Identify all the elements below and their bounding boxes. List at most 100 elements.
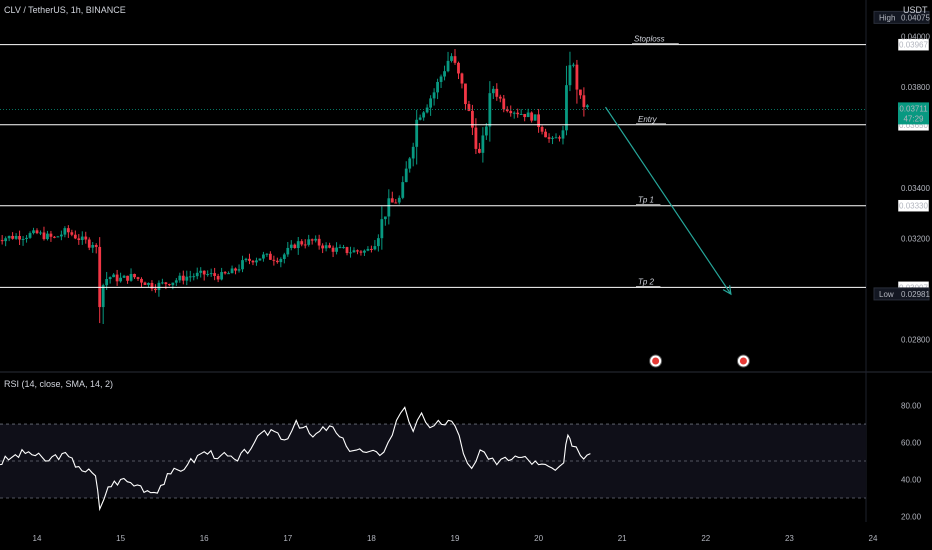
candle-body-8 [21, 238, 25, 240]
rsi-tick-3: 20.00 [901, 512, 922, 521]
low-tag [873, 287, 930, 301]
level-label-stoploss: Stoploss [634, 35, 665, 44]
candle-body-143 [491, 88, 495, 94]
candle-body-31 [101, 285, 105, 308]
event-markers[interactable] [649, 354, 750, 368]
candle-body-104 [356, 250, 359, 252]
candle-body-122 [418, 117, 422, 120]
candle-body-121 [415, 119, 419, 147]
level-price-text-entry: 0.03650 [899, 121, 928, 130]
candle-body-119 [408, 158, 412, 169]
current-price-value: 0.03711 [899, 104, 928, 113]
candle-body-30 [98, 246, 102, 308]
candle-body-61 [206, 274, 210, 276]
candle-body-63 [213, 273, 217, 276]
candle-body-10 [28, 233, 32, 238]
candle-body-112 [383, 216, 387, 220]
candle-body-26 [84, 236, 88, 240]
candle-body-42 [140, 278, 143, 283]
candle-body-43 [143, 282, 147, 285]
level-price-tag-tp-1 [897, 199, 930, 212]
rsi-tick-2: 40.00 [901, 475, 922, 484]
candle-body-57 [192, 276, 196, 278]
candle-body-19 [59, 234, 63, 237]
candle-body-161 [554, 137, 558, 139]
candle-body-126 [432, 92, 436, 99]
time-tick-19: 19 [451, 534, 460, 543]
candle-body-49 [164, 282, 168, 285]
candle-body-80 [272, 259, 276, 261]
candle-body-107 [366, 248, 370, 251]
time-axis[interactable]: 14 15 16 17 18 19 20 21 22 23 24 [33, 534, 878, 543]
time-tick-20: 20 [534, 534, 543, 543]
candle-body-64 [216, 275, 220, 280]
candle-body-167 [575, 64, 579, 90]
candle-body-11 [32, 230, 35, 234]
candle-body-137 [471, 110, 474, 128]
candle-body-105 [359, 251, 363, 253]
candle-body-4 [7, 235, 11, 239]
rsi-tick-0: 80.00 [901, 402, 922, 411]
candle-body-128 [439, 76, 443, 82]
candle-body-158 [544, 131, 547, 138]
candle-body-52 [174, 280, 178, 283]
candle-body-77 [262, 254, 265, 259]
candle-body-68 [230, 268, 234, 274]
rsi-axis[interactable]: 80.00 60.00 40.00 20.00 [901, 402, 922, 522]
candle-body-65 [220, 272, 224, 280]
time-tick-17: 17 [283, 534, 292, 543]
rsi-series [0, 406, 591, 512]
candle-body-98 [335, 247, 338, 252]
time-tick-21: 21 [618, 534, 627, 543]
candle-body-170 [585, 105, 589, 108]
rsi-band [0, 423, 866, 499]
candle-body-78 [265, 253, 269, 255]
price-axis[interactable]: 0.02800 0.03200 0.03400 0.03800 0.04000 High 0… [873, 10, 930, 345]
candle-body-87 [296, 241, 300, 249]
candle-body-73 [248, 258, 251, 261]
candle-body-132 [453, 56, 457, 63]
candle-body-84 [286, 247, 290, 255]
candle-body-96 [328, 245, 331, 248]
high-tag [873, 10, 930, 24]
candle-body-159 [547, 137, 551, 139]
candle-body-21 [66, 228, 70, 233]
candle-body-127 [436, 81, 439, 93]
candle-body-135 [464, 83, 467, 105]
candle-body-23 [73, 234, 77, 239]
candle-body-2 [0, 240, 4, 242]
rsi-title[interactable]: RSI (14, close, SMA, 14, 2) [4, 379, 113, 389]
high-value: 0.04075 [901, 13, 930, 22]
candle-body-138 [474, 127, 478, 149]
candle-body-148 [509, 111, 513, 114]
candle-body-88 [300, 241, 304, 245]
candle-body-71 [241, 260, 244, 270]
candle-body-75 [255, 260, 258, 263]
candle-body-36 [119, 277, 122, 282]
candle-body-12 [35, 230, 39, 234]
price-levels: Stoploss 0.03967 Entry 0.03650 Tp 1 0.03330 Tp… [0, 35, 930, 294]
candle-body-130 [446, 60, 450, 72]
bar-countdown: 47:29 [903, 114, 924, 123]
candle-body-91 [310, 239, 314, 241]
candle-body-141 [484, 126, 488, 136]
candle-body-41 [136, 277, 140, 279]
candle-body-16 [49, 233, 53, 237]
candle-body-131 [450, 56, 453, 61]
candle-body-117 [401, 182, 405, 198]
candle-body-157 [540, 126, 544, 132]
time-tick-22: 22 [701, 534, 710, 543]
candle-body-86 [293, 244, 297, 249]
candle-body-51 [171, 282, 175, 286]
price-tick-2: 0.03400 [901, 184, 930, 193]
candle-body-9 [25, 237, 28, 239]
candle-body-116 [397, 197, 401, 203]
candle-body-83 [282, 254, 286, 259]
symbol-title[interactable]: CLV / TetherUS, 1h, BINANCE [4, 5, 126, 15]
candle-body-150 [516, 112, 520, 115]
price-tick-5: 0.04000 [901, 32, 930, 41]
candle-body-22 [70, 232, 74, 235]
event-marker-dot-1 [739, 357, 747, 365]
candle-body-108 [370, 248, 373, 250]
